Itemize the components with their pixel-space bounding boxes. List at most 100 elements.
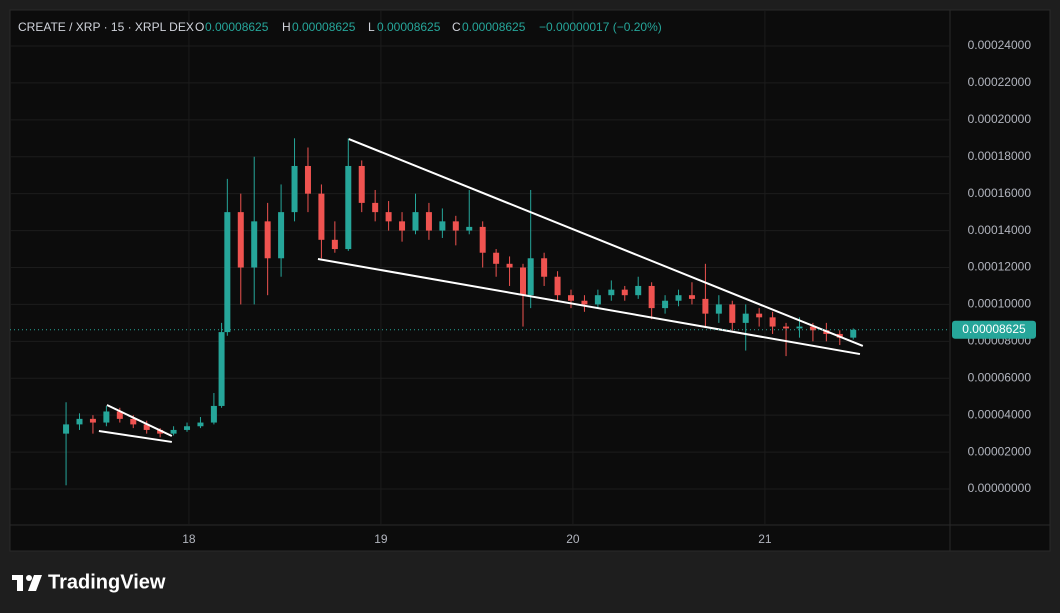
ohlc-label: H <box>282 20 291 34</box>
y-tick-label: 0.00010000 <box>968 297 1032 311</box>
candle-body <box>224 212 231 333</box>
candle-body <box>568 295 575 301</box>
candle-body <box>425 212 432 231</box>
ohlc-value: 0.00008625 <box>462 20 526 34</box>
last-price-badge <box>952 320 1036 339</box>
candle-body <box>729 304 736 323</box>
candle-body <box>399 221 406 231</box>
candle-body <box>184 426 191 430</box>
symbol: CREATE / XRP · 15 · XRPL DEX <box>18 20 194 34</box>
candle-body <box>506 263 513 268</box>
trendline <box>106 404 173 437</box>
y-tick-label: 0.00006000 <box>968 370 1032 384</box>
candle-body <box>210 405 217 423</box>
candle-body <box>479 226 486 253</box>
x-tick-label: 19 <box>374 532 388 546</box>
y-tick-label: 0.00012000 <box>968 260 1032 274</box>
trendline <box>98 430 172 443</box>
candle-body <box>675 295 682 301</box>
brand-logo <box>12 575 42 591</box>
logo-part <box>28 575 42 591</box>
ohlc-label: C <box>452 20 461 34</box>
y-tick-label: 0.00020000 <box>968 112 1032 126</box>
candle-body <box>783 326 790 329</box>
grid <box>10 10 950 525</box>
candle-body <box>412 212 419 231</box>
candle-body <box>116 411 123 419</box>
logo-part <box>26 575 32 581</box>
candle-body <box>130 418 137 425</box>
candle-body <box>662 300 669 309</box>
logo-part <box>17 575 23 591</box>
candle-body <box>756 313 763 318</box>
candle-body <box>520 267 527 296</box>
candle-body <box>715 304 722 314</box>
candle-body <box>742 313 749 323</box>
ohlc-label: L <box>368 20 375 34</box>
candle-body <box>331 239 338 250</box>
candle-body <box>237 212 244 268</box>
candle-body <box>218 332 225 406</box>
y-tick-label: 0.00024000 <box>968 38 1032 52</box>
brand: TradingView <box>48 571 166 593</box>
y-tick-label: 0.00022000 <box>968 75 1032 89</box>
candle-body <box>527 258 534 296</box>
candle-body <box>608 289 615 296</box>
candle-body <box>648 285 655 309</box>
candle-body <box>581 300 588 305</box>
marks <box>10 138 950 486</box>
candle-body <box>702 298 709 314</box>
candle-body <box>358 165 365 203</box>
candle-body <box>89 418 96 423</box>
change: −0.00000017 (−0.20%) <box>539 20 662 34</box>
trendline <box>348 138 864 347</box>
y-tick-label: 0.00014000 <box>968 223 1032 237</box>
x-tick-label: 20 <box>566 532 580 546</box>
candle-body <box>278 212 285 259</box>
y-tick-label: 0.00018000 <box>968 149 1032 163</box>
y-tick-label: 0.00000000 <box>968 481 1032 495</box>
candle-body <box>635 285 642 296</box>
candle-body <box>143 424 150 430</box>
candle-body <box>452 221 459 231</box>
candle-body <box>439 221 446 231</box>
x-tick-label: 18 <box>182 532 196 546</box>
y-tick-label: 0.00002000 <box>968 444 1032 458</box>
candle-body <box>345 165 352 250</box>
ohlc-value: 0.00008625 <box>377 20 441 34</box>
candle-body <box>850 329 857 338</box>
candle-body <box>251 221 258 268</box>
candle-body <box>541 258 548 277</box>
candle-body <box>796 326 803 329</box>
ohlc-value: 0.00008625 <box>292 20 356 34</box>
y-tick-label: 0.00004000 <box>968 407 1032 421</box>
candle-body <box>318 193 325 240</box>
candle-body <box>809 326 816 331</box>
candle-body <box>493 252 500 264</box>
trendline <box>317 258 861 356</box>
candle-body <box>291 165 298 213</box>
candle-body <box>197 422 204 427</box>
candle-body <box>372 202 379 213</box>
candle-body <box>63 424 70 434</box>
candle-body <box>264 221 271 259</box>
x-tick-label: 21 <box>758 532 772 546</box>
ohlc-value: 0.00008625 <box>205 20 269 34</box>
last-price-label: 0.00008625 <box>962 322 1026 336</box>
candle-body <box>76 418 83 425</box>
candle-body <box>157 429 164 434</box>
candle-body <box>769 317 776 327</box>
ohlc-label: O <box>195 20 204 34</box>
candle-body <box>103 411 110 423</box>
candle-body <box>621 289 628 296</box>
candle-body <box>466 226 473 231</box>
candle-body <box>554 276 561 296</box>
candle-body <box>688 295 695 299</box>
candle-body <box>385 212 392 222</box>
candle-body <box>170 429 177 434</box>
candle-body <box>594 295 601 305</box>
candle-body <box>304 165 311 194</box>
y-tick-label: 0.00016000 <box>968 186 1032 200</box>
